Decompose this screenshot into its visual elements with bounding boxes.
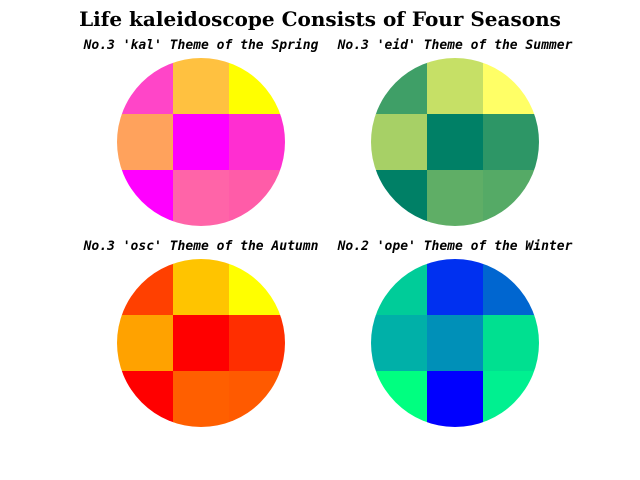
panel-title-spring: No.3 'kal' Theme of the Spring <box>83 38 319 53</box>
tile-autumn-r1-c2 <box>229 315 285 372</box>
tile-winter-r0-c0 <box>371 259 428 316</box>
tile-winter-r0-c2 <box>483 259 539 316</box>
tile-spring-r2-c0 <box>117 170 174 226</box>
tile-summer-r1-c0 <box>371 114 428 171</box>
tile-spring-r2-c2 <box>229 170 285 226</box>
panel-winter: No.2 'ope' Theme of the Winter <box>337 239 573 427</box>
tile-spring-r1-c1 <box>173 114 230 171</box>
tile-summer-r0-c1 <box>427 58 484 115</box>
tile-winter-r2-c1 <box>427 371 484 427</box>
tile-summer-r1-c1 <box>427 114 484 171</box>
tile-autumn-r2-c0 <box>117 371 174 427</box>
tile-spring-r0-c2 <box>229 58 285 115</box>
tile-autumn-r2-c2 <box>229 371 285 427</box>
tile-autumn-r1-c0 <box>117 315 174 372</box>
panel-title-summer: No.3 'eid' Theme of the Summer <box>337 38 573 53</box>
tile-spring-r1-c2 <box>229 114 285 171</box>
panel-autumn: No.3 'osc' Theme of the Autumn <box>83 239 319 427</box>
tile-winter-r2-c2 <box>483 371 539 427</box>
tile-summer-r0-c0 <box>371 58 428 115</box>
tile-winter-r2-c0 <box>371 371 428 427</box>
tile-spring-r0-c0 <box>117 58 174 115</box>
tile-summer-r1-c2 <box>483 114 539 171</box>
tile-spring-r2-c1 <box>173 170 230 226</box>
tile-summer-r2-c1 <box>427 170 484 226</box>
tile-winter-r1-c0 <box>371 315 428 372</box>
panel-spring: No.3 'kal' Theme of the Spring <box>83 38 319 226</box>
panel-title-winter: No.2 'ope' Theme of the Winter <box>337 239 573 254</box>
figure-title: Life kaleidoscope Consists of Four Seaso… <box>79 7 561 31</box>
tile-winter-r1-c2 <box>483 315 539 372</box>
tile-winter-r1-c1 <box>427 315 484 372</box>
tile-summer-r2-c2 <box>483 170 539 226</box>
tile-autumn-r0-c0 <box>117 259 174 316</box>
tile-autumn-r1-c1 <box>173 315 230 372</box>
panel-title-autumn: No.3 'osc' Theme of the Autumn <box>83 239 319 254</box>
tile-summer-r2-c0 <box>371 170 428 226</box>
tile-spring-r0-c1 <box>173 58 230 115</box>
tile-spring-r1-c0 <box>117 114 174 171</box>
tile-autumn-r0-c2 <box>229 259 285 316</box>
tile-summer-r0-c2 <box>483 58 539 115</box>
panel-summer: No.3 'eid' Theme of the Summer <box>337 38 573 226</box>
tile-autumn-r2-c1 <box>173 371 230 427</box>
tile-autumn-r0-c1 <box>173 259 230 316</box>
tile-winter-r0-c1 <box>427 259 484 316</box>
